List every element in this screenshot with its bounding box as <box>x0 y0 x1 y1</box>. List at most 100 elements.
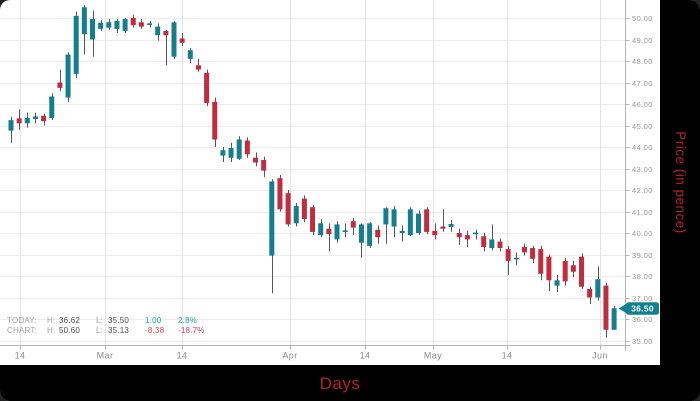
y-tick-label: 43.00 <box>632 165 653 174</box>
candle-down <box>57 82 63 88</box>
candle-up <box>358 224 364 243</box>
candle-up <box>90 19 95 40</box>
candle-up <box>171 22 177 57</box>
candle-up <box>65 54 71 98</box>
candle-up <box>147 23 153 25</box>
candle-up <box>122 19 128 31</box>
y-tick-label: 46.00 <box>632 100 653 109</box>
candle-up <box>611 308 617 330</box>
candle-up <box>391 209 397 227</box>
candle-down <box>562 260 568 282</box>
legend-chart-low: 35.13 <box>108 326 130 335</box>
current-price-badge: 36.50 <box>618 302 659 315</box>
candle-up <box>383 208 389 225</box>
candle-up <box>236 139 242 159</box>
y-tick-label: 48.00 <box>632 57 653 66</box>
candle-down <box>16 118 22 124</box>
candle-up <box>32 116 38 120</box>
candle-up <box>114 20 120 29</box>
right-frame-strip <box>660 0 700 401</box>
candle-down <box>546 256 552 281</box>
candle-down <box>212 101 218 140</box>
y-tick-label: 41.00 <box>632 208 653 217</box>
y-tick-label: 44.00 <box>632 143 653 152</box>
candle-down <box>464 235 470 240</box>
candle-down <box>375 229 381 238</box>
legend-today-label: TODAY: <box>7 316 37 325</box>
y-tick-label: 42.00 <box>632 186 653 195</box>
candle-down <box>538 249 544 274</box>
candle-up <box>220 150 226 156</box>
candle-down <box>530 248 536 259</box>
candle-up <box>73 15 79 74</box>
candle-down <box>350 221 356 228</box>
summary-legend: TODAY: H: 36.62 L: 35.50 1.00 2.8% CHART… <box>7 316 218 336</box>
legend-today-change: 1.00 <box>145 316 162 325</box>
candle-up <box>513 257 519 260</box>
legend-chart-change-pct: -18.7% <box>178 326 205 335</box>
candle-down <box>456 233 462 238</box>
candle-down <box>505 249 511 261</box>
candle-up <box>334 224 340 240</box>
candle-up <box>269 181 275 256</box>
legend-today-change-pct: 2.8% <box>178 316 198 325</box>
current-price-label: 36.50 <box>631 303 654 313</box>
candle-up <box>293 206 299 224</box>
y-tick-label: 37.00 <box>632 294 653 303</box>
candle-up <box>448 223 454 227</box>
legend-chart-high: 50.60 <box>59 326 81 335</box>
candle-up <box>318 223 324 236</box>
candle-up <box>24 117 30 124</box>
candle-down <box>521 246 527 253</box>
candle-down <box>163 30 169 36</box>
candle-up <box>8 120 14 131</box>
legend-high-key: H: <box>47 316 56 325</box>
chart-plot-area[interactable]: 50.00 49.00 48.00 47.00 46.00 45.00 44.00 43.00… <box>0 0 660 365</box>
x-tick-label: 14 <box>502 351 513 361</box>
candle-down <box>579 256 584 287</box>
legend-chart-label: CHART: <box>7 326 37 335</box>
x-tick-label: 14 <box>360 351 371 361</box>
legend-high-key: H: <box>47 326 56 335</box>
y-tick-label: 39.00 <box>632 251 653 260</box>
badge-arrow-icon <box>618 303 627 314</box>
candle-down <box>432 230 438 236</box>
candle-down <box>440 226 446 229</box>
candle-up <box>367 223 373 246</box>
candle-down <box>301 198 307 220</box>
candle-up <box>554 280 560 286</box>
y-tick-label: 35.00 <box>632 337 653 346</box>
candle-up <box>489 239 495 249</box>
candle-down <box>253 157 258 163</box>
x-tick-label: Mar <box>97 351 114 361</box>
x-tick-label: 14 <box>15 351 26 361</box>
candle-up <box>106 22 112 28</box>
candle-down <box>138 22 144 27</box>
candle-down <box>195 65 201 70</box>
candle-down <box>41 115 47 122</box>
y-tick-label: 38.00 <box>632 272 653 281</box>
x-tick-label: May <box>424 351 442 361</box>
candle-up <box>98 22 104 29</box>
y-tick-label: 49.00 <box>632 36 653 45</box>
legend-low-key: L: <box>96 316 104 325</box>
x-axis-title: Days <box>319 374 361 393</box>
candle-up <box>155 26 161 36</box>
candle-down <box>570 265 576 272</box>
x-tick-label: Jun <box>592 351 608 361</box>
legend-low-key: L: <box>96 326 104 335</box>
bottom-frame-strip <box>0 365 700 401</box>
candle-down <box>179 38 185 43</box>
candle-down <box>204 72 210 103</box>
candle-down <box>603 285 609 330</box>
candle-down <box>497 241 503 249</box>
candle-down <box>277 178 283 210</box>
candle-down <box>424 209 430 232</box>
badge-body <box>626 302 659 315</box>
x-tick-label: Apr <box>282 351 297 361</box>
legend-chart-change: -8.38 <box>145 326 165 335</box>
y-tick-label: 47.00 <box>632 79 653 88</box>
plot-generated-layers <box>0 0 630 350</box>
y-axis-title: Price (in pence) <box>672 131 688 234</box>
